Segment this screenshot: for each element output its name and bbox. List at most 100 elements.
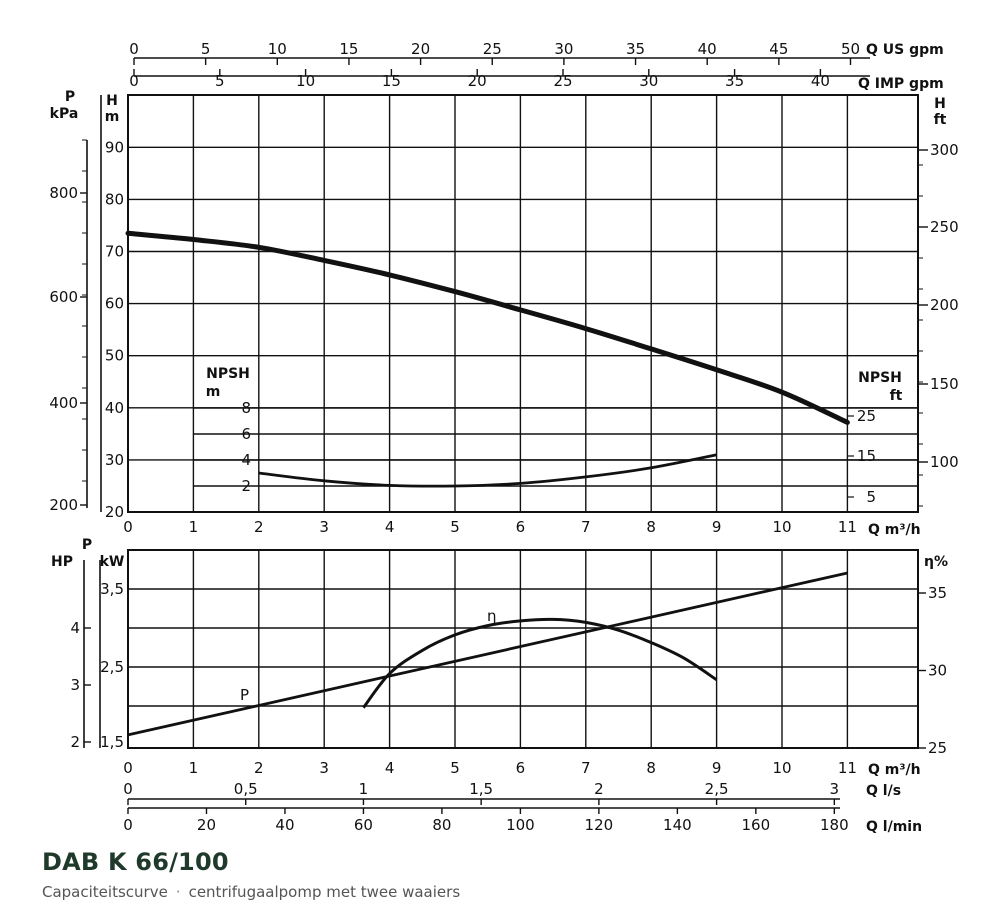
efficiency-curve-label: η bbox=[487, 607, 497, 625]
subtitle-left: Capaciteitscurve bbox=[42, 883, 168, 901]
us-gpm-tick-label: 50 bbox=[841, 40, 860, 58]
q-ls-tick-label: 2 bbox=[594, 780, 604, 798]
kw-axis-label-bottom: kW bbox=[100, 554, 125, 570]
q-m3h-tick-label: 10 bbox=[772, 518, 791, 536]
head-m-axis-label-bottom: m bbox=[105, 109, 120, 125]
imp-gpm-tick-label: 35 bbox=[725, 72, 744, 90]
head-m-tick-label: 70 bbox=[105, 243, 124, 261]
npsh-m-tick-label: 2 bbox=[241, 477, 251, 495]
head-panel bbox=[127, 94, 919, 513]
q-m3h-tick-label: 4 bbox=[385, 759, 395, 777]
q-ls-axis-label: Q l/s bbox=[866, 783, 901, 799]
q-m3h-tick-label: 9 bbox=[712, 759, 722, 777]
us-gpm-tick-label: 15 bbox=[339, 40, 358, 58]
q-m3h-tick-label: 7 bbox=[581, 518, 591, 536]
head-ft-tick-label: 300 bbox=[930, 141, 959, 159]
q-m3h-tick-label: 2 bbox=[254, 759, 264, 777]
imp-gpm-tick-label: 40 bbox=[811, 72, 830, 90]
head-m-tick-label: 60 bbox=[105, 295, 124, 313]
power-panel bbox=[127, 549, 919, 749]
imp-gpm-axis-label: Q IMP gpm bbox=[858, 76, 944, 92]
q-lmin-tick-label: 60 bbox=[354, 816, 373, 834]
us-gpm-tick-label: 0 bbox=[129, 40, 139, 58]
npsh-m-label-bottom: m bbox=[206, 384, 221, 400]
q-m3h-tick-label: 8 bbox=[646, 759, 656, 777]
us-gpm-tick-label: 5 bbox=[201, 40, 211, 58]
head-grid bbox=[128, 95, 918, 512]
q-lmin-tick-label: 20 bbox=[197, 816, 216, 834]
head-m-tick-label: 40 bbox=[105, 399, 124, 417]
npsh-m-tick-label: 8 bbox=[241, 399, 251, 417]
subtitle-right: centrifugaalpomp met twee waaiers bbox=[188, 883, 461, 901]
imp-gpm-tick-label: 30 bbox=[639, 72, 658, 90]
q-m3h-tick-label: 11 bbox=[838, 518, 857, 536]
q-lmin-tick-label: 80 bbox=[432, 816, 451, 834]
npsh-ft-tick-label: 15 bbox=[857, 447, 876, 465]
head-ft-tick-label: 150 bbox=[930, 375, 959, 393]
npsh-curve bbox=[258, 453, 717, 488]
head-ft-axis-label-bottom: ft bbox=[934, 112, 947, 128]
q-ls-tick-label: 0,5 bbox=[234, 780, 258, 798]
hp-tick-label: 4 bbox=[70, 619, 80, 637]
chart-caption-subtitle: Capaciteitscurve · centrifugaalpomp met tw… bbox=[42, 883, 460, 901]
head-ft-axis-label-top: H bbox=[934, 96, 946, 112]
q-ls-tick-label: 3 bbox=[830, 780, 840, 798]
power-curve-label: P bbox=[240, 686, 249, 704]
us-gpm-tick-label: 40 bbox=[698, 40, 717, 58]
imp-gpm-tick-label: 10 bbox=[296, 72, 315, 90]
q-m3h-tick-label: 7 bbox=[581, 759, 591, 777]
npsh-ft-tick-label: 5 bbox=[866, 488, 876, 506]
kw-axis-label-top: P bbox=[82, 537, 92, 553]
npsh-m-tick-label: 6 bbox=[241, 425, 251, 443]
imp-gpm-tick-label: 0 bbox=[129, 72, 139, 90]
eta-tick-label: 25 bbox=[928, 739, 947, 757]
us-gpm-axis-label: Q US gpm bbox=[866, 42, 944, 58]
npsh-ft-tick-label: 25 bbox=[857, 407, 876, 425]
power-grid bbox=[128, 550, 918, 748]
eta-tick-label: 35 bbox=[928, 584, 947, 602]
q-m3h-tick-label: 0 bbox=[123, 759, 133, 777]
q-ls-tick-label: 0 bbox=[123, 780, 133, 798]
q-lmin-tick-label: 180 bbox=[820, 816, 849, 834]
q-lmin-axis-label: Q l/min bbox=[866, 819, 922, 835]
us-gpm-tick-label: 25 bbox=[483, 40, 502, 58]
kw-tick-label: 2,5 bbox=[100, 658, 124, 676]
q-m3h-tick-label: 11 bbox=[838, 759, 857, 777]
head-m-tick-label: 20 bbox=[105, 503, 124, 521]
us-gpm-tick-label: 10 bbox=[268, 40, 287, 58]
hp-tick-label: 2 bbox=[70, 733, 80, 751]
power-plot-frame bbox=[127, 549, 919, 749]
q-m3h-tick-label: 5 bbox=[450, 518, 460, 536]
q-m3h-tick-label: 3 bbox=[319, 759, 329, 777]
q-lmin-tick-label: 100 bbox=[506, 816, 535, 834]
head-m-tick-label: 90 bbox=[105, 138, 124, 156]
imp-gpm-tick-label: 15 bbox=[382, 72, 401, 90]
q-m3h-tick-label: 10 bbox=[772, 759, 791, 777]
q-m3h-tick-label: 2 bbox=[254, 518, 264, 536]
head-curve bbox=[125, 230, 850, 425]
head-ft-tick-label: 250 bbox=[930, 218, 959, 236]
us-gpm-tick-label: 35 bbox=[626, 40, 645, 58]
head-ft-tick-label: 100 bbox=[930, 453, 959, 471]
q-m3h-tick-label: 0 bbox=[123, 518, 133, 536]
power-curve bbox=[127, 571, 848, 737]
q-m3h-tick-label: 1 bbox=[189, 518, 199, 536]
hp-tick-label: 3 bbox=[70, 676, 80, 694]
head-ft-tick-label: 200 bbox=[930, 296, 959, 314]
q-m3h-tick-label: 6 bbox=[516, 518, 526, 536]
kpa-tick-label: 800 bbox=[49, 184, 78, 202]
q-m3h-tick-label: 3 bbox=[319, 518, 329, 536]
q-m3h-tick-label: 1 bbox=[189, 759, 199, 777]
kpa-tick-label: 600 bbox=[49, 288, 78, 306]
kpa-axis-label-bottom: kPa bbox=[50, 106, 79, 122]
q-lmin-tick-label: 0 bbox=[123, 816, 133, 834]
efficiency-curve bbox=[362, 617, 718, 709]
kw-tick-label: 3,5 bbox=[100, 580, 124, 598]
q-m3h-axis-label: Q m³/h bbox=[868, 522, 921, 538]
imp-gpm-tick-label: 25 bbox=[553, 72, 572, 90]
q-lmin-tick-label: 40 bbox=[275, 816, 294, 834]
npsh-m-tick-label: 4 bbox=[241, 451, 251, 469]
us-gpm-tick-label: 20 bbox=[411, 40, 430, 58]
eta-axis-label: η% bbox=[924, 554, 948, 570]
